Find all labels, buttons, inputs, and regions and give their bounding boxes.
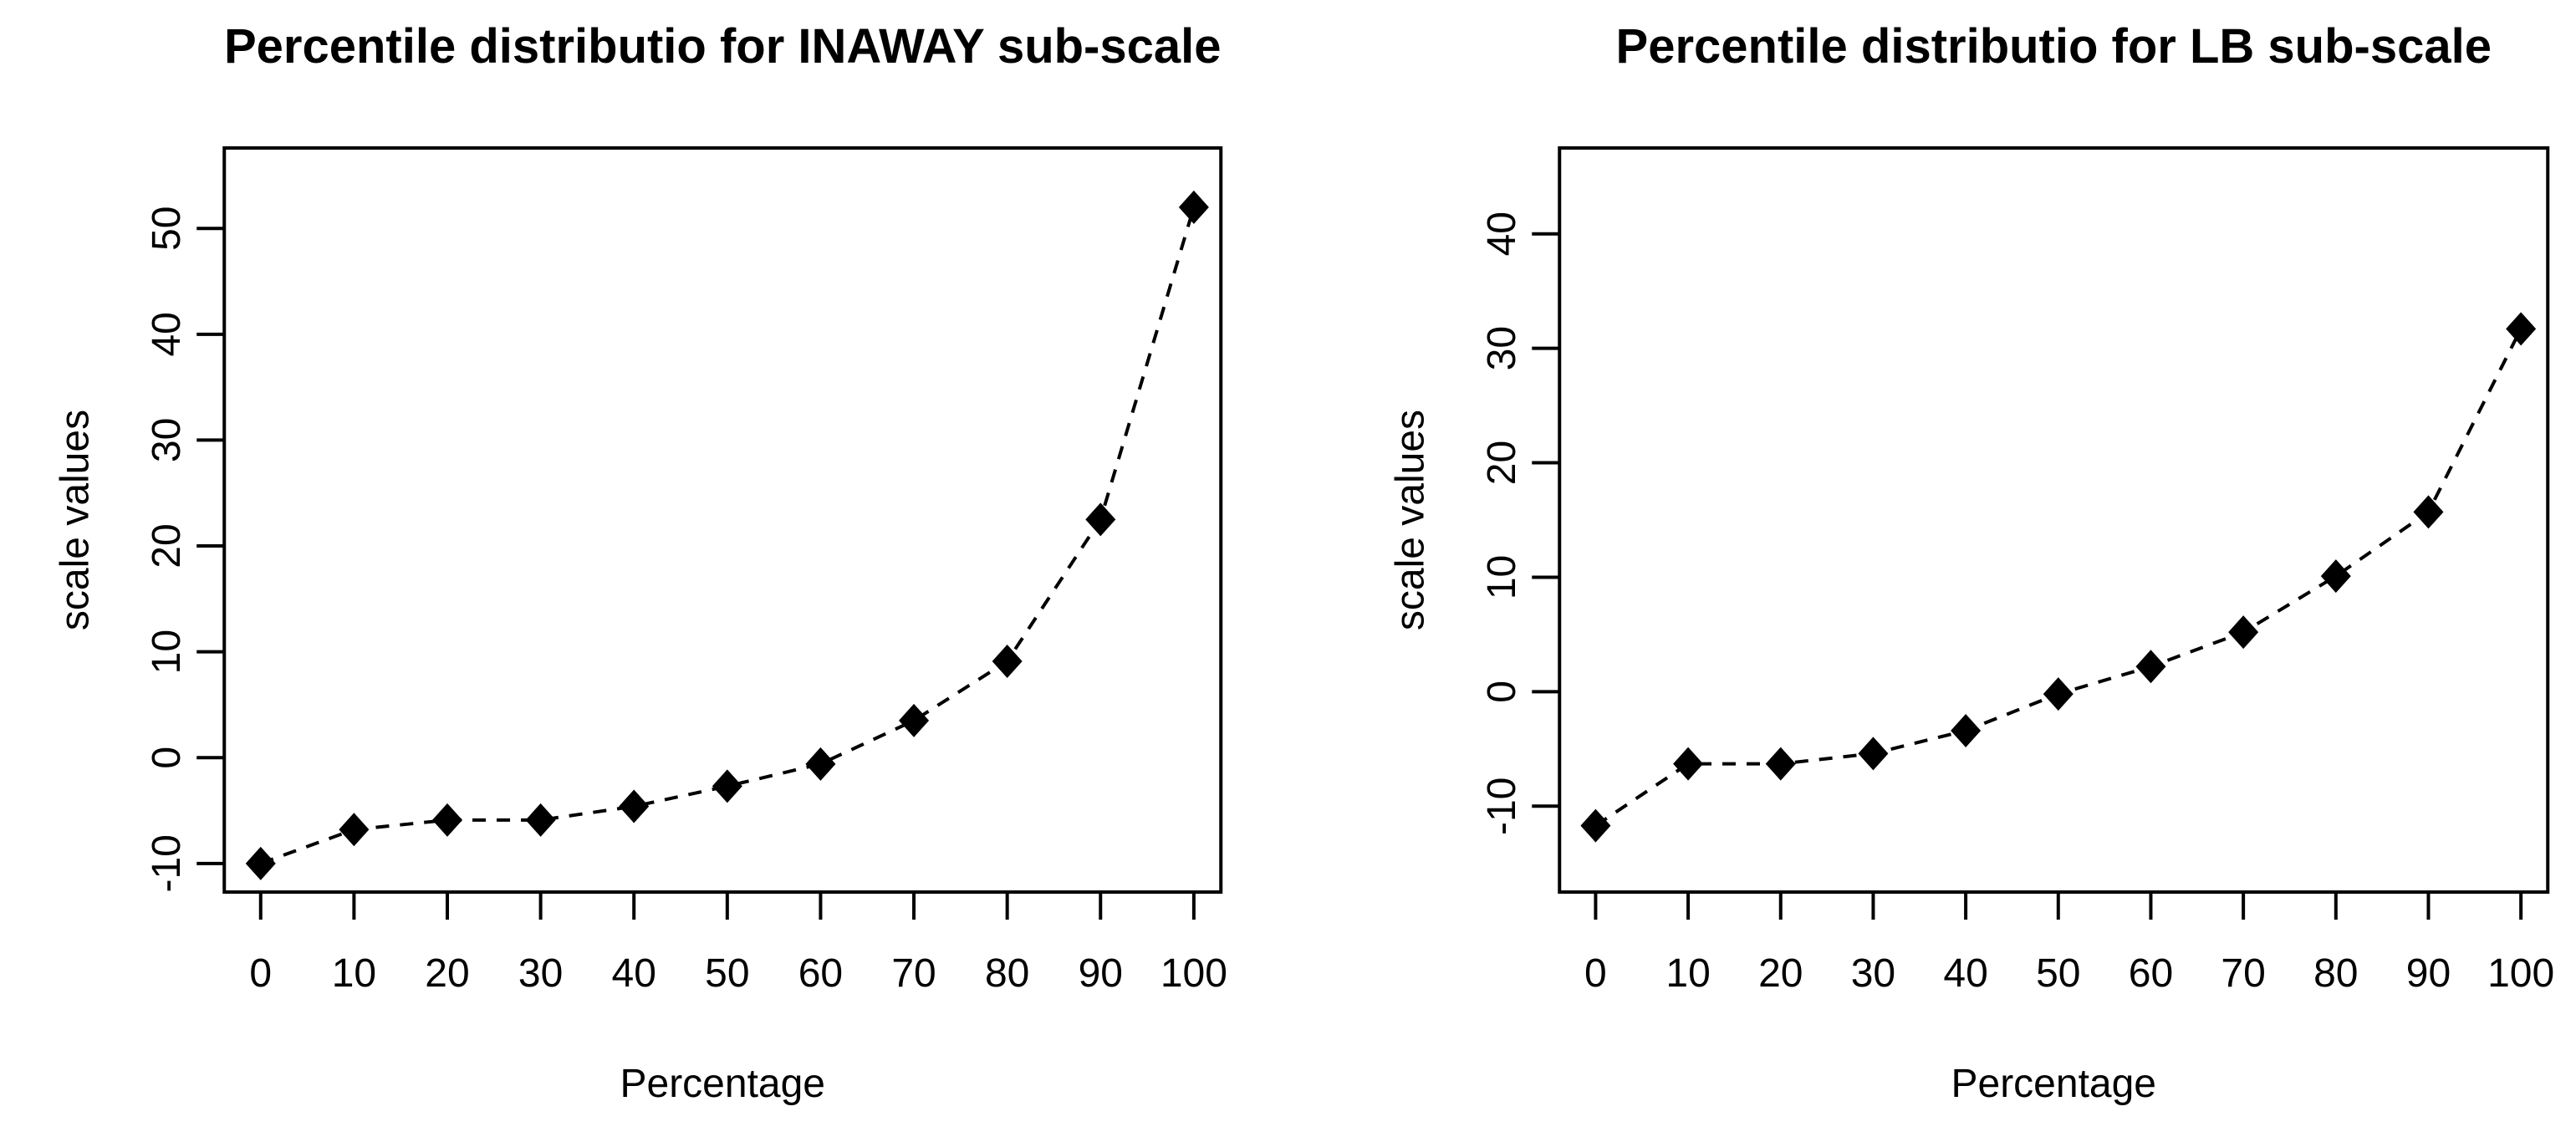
y-axis-label: scale values xyxy=(1388,410,1432,630)
chart-title-inaway: Percentile distributio for INAWAY sub-sc… xyxy=(224,19,1222,74)
y-tick-label: 50 xyxy=(145,206,189,251)
x-tick-label: 40 xyxy=(1943,951,1987,996)
data-point-marker xyxy=(431,803,462,837)
y-tick-label: 0 xyxy=(145,747,189,769)
x-tick-label: 20 xyxy=(425,951,469,996)
data-point-marker xyxy=(245,846,276,880)
x-tick-label: 70 xyxy=(2221,951,2265,996)
x-tick-label: 90 xyxy=(1079,951,1123,996)
series-line xyxy=(260,206,1196,865)
y-tick-label: 10 xyxy=(1480,555,1524,599)
x-tick-label: 100 xyxy=(1160,951,1227,996)
chart-inaway: Percentile distributio for INAWAY sub-sc… xyxy=(53,19,1227,1106)
x-tick-label: 0 xyxy=(1584,951,1607,996)
plot-box xyxy=(1557,146,2549,894)
x-axis-label: Percentage xyxy=(620,1062,825,1106)
plot-area-inaway: 0 10 20 30 40 50 60 70 80 90 100 -10 0 10 20 30 40 50 Perc… xyxy=(53,146,1227,1106)
plot-area-lb: 0 10 20 30 40 50 60 70 80 90 100 -10 0 10 20 30 40 Percen… xyxy=(1388,146,2554,1106)
x-axis-label: Percentage xyxy=(1951,1062,2156,1106)
x-tick-label: 40 xyxy=(612,951,656,996)
x-tick-label: 100 xyxy=(2487,951,2554,996)
data-point-marker xyxy=(619,789,650,823)
data-point-marker xyxy=(1672,747,1703,781)
data-point-marker xyxy=(1950,713,1981,747)
y-tick-label: 30 xyxy=(1480,326,1524,370)
data-point-marker xyxy=(2412,495,2443,529)
data-point-marker xyxy=(1857,737,1888,771)
data-point-marker xyxy=(525,803,556,837)
y-axis-label: scale values xyxy=(53,410,97,630)
x-tick-label: 60 xyxy=(798,951,843,996)
x-tick-label: 30 xyxy=(518,951,563,996)
plot-box xyxy=(222,146,1223,894)
y-tick-label: 40 xyxy=(1480,212,1524,256)
data-point-marker xyxy=(339,813,370,847)
data-point-marker xyxy=(1085,502,1116,537)
x-tick-label: 0 xyxy=(249,951,272,996)
y-tick-label: -10 xyxy=(1480,778,1524,835)
data-point-marker xyxy=(992,645,1023,679)
data-point-marker xyxy=(712,769,742,803)
data-point-marker xyxy=(1579,808,1610,843)
y-tick-label: 30 xyxy=(145,418,189,462)
data-point-marker xyxy=(899,703,930,737)
x-tick-label: 60 xyxy=(2128,951,2172,996)
x-tick-label: 50 xyxy=(705,951,749,996)
chart-lb: Percentile distributio for LB sub-scale … xyxy=(1388,19,2554,1106)
data-point-marker xyxy=(2043,677,2074,711)
y-tick-label: 20 xyxy=(1480,441,1524,485)
x-tick-label: 80 xyxy=(985,951,1029,996)
data-point-marker xyxy=(2227,615,2258,650)
y-tick-label: 10 xyxy=(145,630,189,674)
x-tick-label: 20 xyxy=(1758,951,1803,996)
data-point-marker xyxy=(1178,190,1209,224)
y-tick-label: 0 xyxy=(1480,681,1524,703)
y-tick-label: -10 xyxy=(145,834,189,892)
x-tick-label: 10 xyxy=(1665,951,1710,996)
data-point-marker xyxy=(1765,747,1796,781)
x-tick-label: 30 xyxy=(1850,951,1895,996)
chart-title-lb: Percentile distributio for LB sub-scale xyxy=(1615,19,2491,74)
y-tick-label: 20 xyxy=(145,523,189,568)
data-point-marker xyxy=(2320,559,2351,594)
data-point-marker xyxy=(2505,312,2536,346)
data-point-marker xyxy=(805,747,836,781)
x-tick-label: 10 xyxy=(332,951,376,996)
series-line xyxy=(1594,328,2522,828)
x-tick-label: 80 xyxy=(2313,951,2358,996)
x-tick-label: 90 xyxy=(2405,951,2450,996)
data-point-marker xyxy=(2135,650,2165,684)
y-tick-label: 40 xyxy=(145,312,189,356)
x-tick-label: 70 xyxy=(891,951,936,996)
x-tick-label: 50 xyxy=(2036,951,2080,996)
